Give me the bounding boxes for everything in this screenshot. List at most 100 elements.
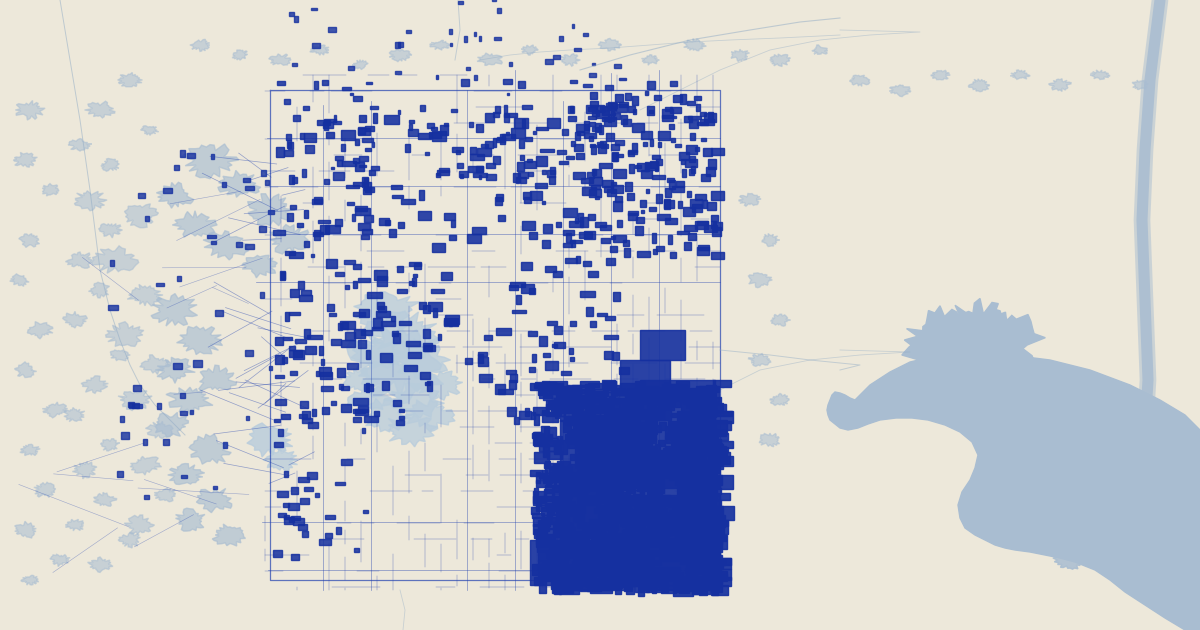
Bar bbox=[686, 144, 697, 154]
Bar bbox=[704, 474, 714, 480]
Bar bbox=[616, 553, 625, 563]
Bar bbox=[701, 523, 718, 532]
Bar bbox=[342, 161, 356, 166]
Bar bbox=[353, 183, 364, 186]
Bar bbox=[245, 350, 253, 355]
Bar bbox=[445, 314, 458, 324]
Bar bbox=[678, 437, 691, 447]
Bar bbox=[679, 534, 700, 544]
Bar bbox=[629, 547, 640, 558]
Bar bbox=[576, 397, 594, 406]
Bar bbox=[533, 517, 550, 526]
Bar bbox=[623, 568, 628, 579]
Bar bbox=[580, 450, 720, 488]
Bar bbox=[611, 182, 616, 185]
Bar bbox=[572, 173, 586, 179]
Bar bbox=[678, 504, 685, 514]
Bar bbox=[427, 123, 433, 128]
Polygon shape bbox=[762, 234, 780, 246]
Bar bbox=[646, 461, 654, 470]
Bar bbox=[702, 396, 715, 402]
Bar bbox=[649, 428, 654, 440]
Bar bbox=[322, 386, 334, 391]
Bar bbox=[712, 458, 722, 469]
Bar bbox=[715, 506, 734, 520]
Bar bbox=[604, 554, 613, 566]
Bar bbox=[599, 467, 608, 474]
Bar bbox=[680, 487, 685, 497]
Bar bbox=[533, 496, 546, 505]
Bar bbox=[292, 178, 298, 183]
Bar bbox=[284, 515, 289, 519]
Bar bbox=[518, 173, 528, 178]
Bar bbox=[574, 483, 589, 492]
Bar bbox=[440, 125, 449, 135]
Bar bbox=[641, 170, 653, 178]
Bar bbox=[688, 412, 707, 425]
Bar bbox=[713, 455, 733, 466]
Bar bbox=[623, 411, 642, 416]
Bar bbox=[676, 181, 684, 187]
Bar bbox=[438, 334, 442, 340]
Bar bbox=[623, 452, 628, 459]
Bar bbox=[521, 176, 527, 183]
Polygon shape bbox=[127, 284, 163, 306]
Bar bbox=[712, 582, 721, 592]
Bar bbox=[319, 346, 323, 355]
Bar bbox=[685, 504, 695, 511]
Bar bbox=[604, 352, 612, 358]
Polygon shape bbox=[110, 350, 131, 361]
Bar bbox=[533, 491, 546, 503]
Polygon shape bbox=[1079, 521, 1118, 548]
Bar bbox=[289, 251, 304, 258]
Bar bbox=[371, 106, 378, 109]
Bar bbox=[607, 493, 620, 503]
Bar bbox=[532, 433, 544, 438]
Bar bbox=[695, 221, 708, 229]
Bar bbox=[622, 467, 634, 480]
Bar bbox=[557, 436, 562, 444]
Bar bbox=[539, 389, 560, 398]
Bar bbox=[690, 166, 695, 173]
Bar bbox=[709, 533, 721, 544]
Bar bbox=[668, 180, 676, 189]
Bar bbox=[624, 405, 632, 411]
Bar bbox=[157, 403, 161, 408]
Bar bbox=[679, 433, 698, 440]
Bar bbox=[600, 492, 619, 496]
Bar bbox=[433, 308, 437, 317]
Bar bbox=[673, 455, 691, 466]
Bar bbox=[712, 519, 718, 525]
Polygon shape bbox=[366, 398, 410, 432]
Bar bbox=[589, 122, 595, 126]
Polygon shape bbox=[1049, 79, 1072, 91]
Bar bbox=[524, 197, 530, 203]
Polygon shape bbox=[156, 182, 194, 209]
Bar bbox=[577, 411, 586, 417]
Polygon shape bbox=[190, 434, 232, 464]
Polygon shape bbox=[1052, 549, 1087, 570]
Bar bbox=[700, 394, 712, 407]
Bar bbox=[571, 141, 576, 146]
Bar bbox=[494, 197, 503, 205]
Bar bbox=[575, 481, 581, 487]
Bar bbox=[604, 471, 622, 478]
Bar bbox=[128, 403, 133, 407]
Bar bbox=[696, 194, 706, 200]
Bar bbox=[390, 185, 402, 190]
Bar bbox=[409, 281, 414, 285]
Bar bbox=[570, 240, 582, 243]
Bar bbox=[605, 539, 626, 545]
Bar bbox=[671, 461, 676, 471]
Bar bbox=[706, 500, 721, 507]
Bar bbox=[559, 581, 580, 593]
Bar bbox=[636, 251, 649, 256]
Bar bbox=[647, 513, 666, 524]
Bar bbox=[524, 137, 532, 141]
Bar bbox=[610, 549, 614, 561]
Bar bbox=[623, 501, 630, 507]
Bar bbox=[642, 560, 661, 564]
Bar bbox=[542, 240, 550, 248]
Bar bbox=[546, 404, 552, 409]
Bar bbox=[605, 505, 619, 518]
